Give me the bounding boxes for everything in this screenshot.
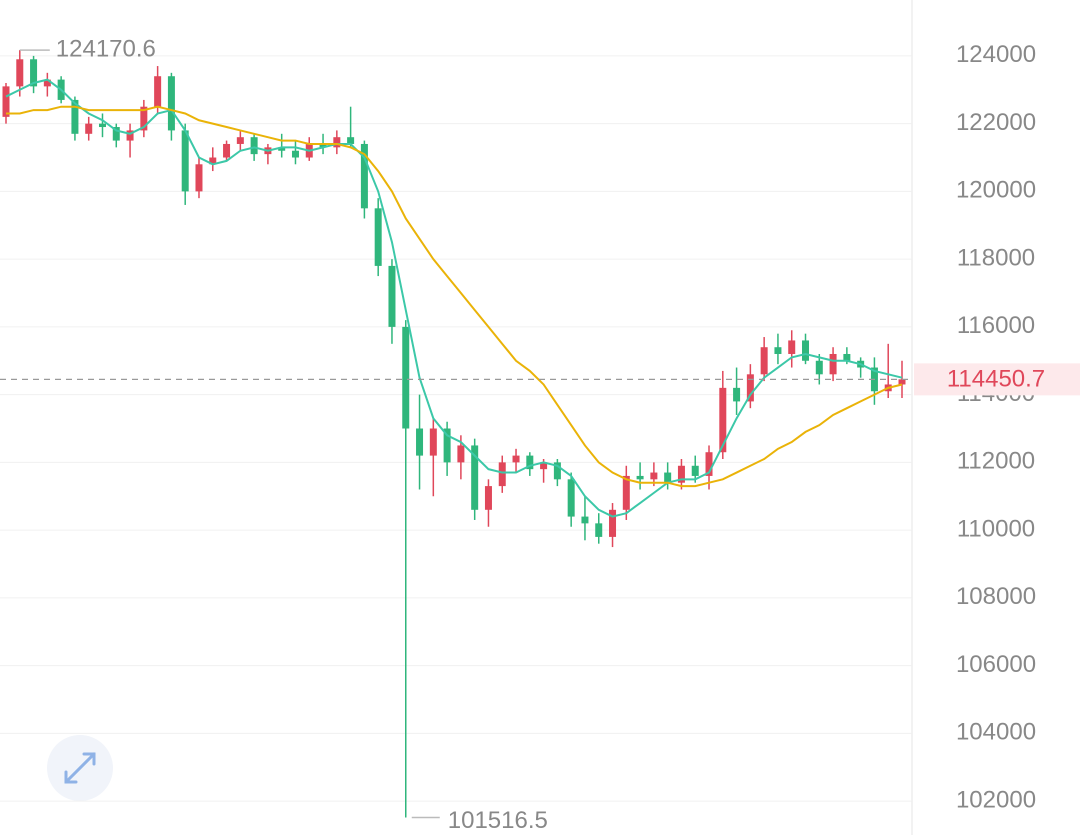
candle-body — [195, 164, 203, 192]
current-price-label: 114450.7 — [947, 366, 1045, 393]
candle-body — [829, 353, 837, 375]
candle-body — [650, 472, 658, 480]
candle-body — [443, 428, 451, 463]
y-tick-label: 116000 — [957, 312, 1035, 339]
y-tick-label: 102000 — [956, 786, 1036, 813]
candle-body — [181, 130, 189, 192]
candle-body — [733, 387, 741, 402]
y-tick-label: 108000 — [956, 583, 1036, 610]
candle-body — [512, 455, 520, 463]
candle-body — [471, 445, 479, 510]
candle-body — [112, 127, 120, 141]
y-tick-label: 122000 — [956, 109, 1036, 136]
candle-body — [388, 265, 396, 327]
expand-icon[interactable] — [64, 752, 96, 784]
y-tick-label: 106000 — [956, 651, 1036, 678]
candle-body — [416, 428, 424, 456]
candle-body — [223, 143, 231, 158]
candle-body — [30, 59, 38, 87]
candle-body — [126, 130, 134, 141]
candle-body — [705, 452, 713, 476]
candle-body — [691, 465, 699, 476]
candle-body — [154, 76, 162, 107]
candle-body — [457, 445, 465, 463]
candle-body — [278, 147, 286, 151]
candle-body — [719, 387, 727, 453]
candle-body — [374, 208, 382, 266]
candle-body — [815, 360, 823, 375]
candle-body — [333, 137, 341, 148]
candle-body — [250, 137, 258, 155]
candle-body — [898, 379, 906, 385]
expand-button[interactable] — [47, 735, 113, 801]
candle-body — [540, 462, 548, 470]
candle-body — [498, 462, 506, 487]
candle-body — [760, 347, 768, 375]
candle-body — [581, 516, 589, 524]
candle-body — [2, 86, 10, 117]
candle-body — [319, 143, 327, 148]
candle-body — [85, 123, 93, 134]
y-tick-label: 124000 — [956, 41, 1036, 68]
candle-body — [429, 428, 437, 456]
candle-body — [746, 374, 754, 402]
candle-body — [16, 59, 24, 87]
candle-body — [71, 99, 79, 134]
candle-body — [526, 455, 534, 470]
moving-average-line — [5, 78, 903, 518]
candle-body — [636, 475, 644, 480]
candle-body — [98, 123, 106, 128]
candle-body — [843, 353, 851, 361]
y-tick-label: 120000 — [956, 177, 1036, 204]
candle-body — [209, 157, 217, 165]
candle-body — [609, 509, 617, 537]
candle-body — [236, 137, 244, 144]
candle-body — [664, 472, 672, 483]
candle-body — [360, 143, 368, 209]
candle-body — [402, 326, 410, 429]
candle-body — [622, 475, 630, 510]
candle-body — [167, 76, 175, 131]
candle-body — [788, 340, 796, 354]
candle-body — [484, 486, 492, 510]
candle-body — [291, 150, 299, 158]
y-tick-label: 112000 — [957, 448, 1035, 475]
candle-body — [774, 347, 782, 354]
candle-body — [567, 479, 575, 517]
high-label: 124170.6 — [56, 35, 156, 62]
candle-body — [802, 340, 810, 361]
candle-body — [553, 462, 561, 480]
moving-average-line — [6, 105, 903, 488]
y-tick-label: 118000 — [957, 244, 1035, 271]
candle-body — [43, 79, 51, 87]
current-price-box — [914, 363, 1080, 396]
candle-body — [347, 137, 355, 144]
candle-body — [677, 465, 685, 483]
y-tick-label: 104000 — [956, 719, 1036, 746]
low-label: 101516.5 — [448, 807, 548, 834]
candle-body — [140, 106, 148, 131]
y-tick-label: 110000 — [957, 515, 1035, 542]
candle-body — [595, 523, 603, 537]
